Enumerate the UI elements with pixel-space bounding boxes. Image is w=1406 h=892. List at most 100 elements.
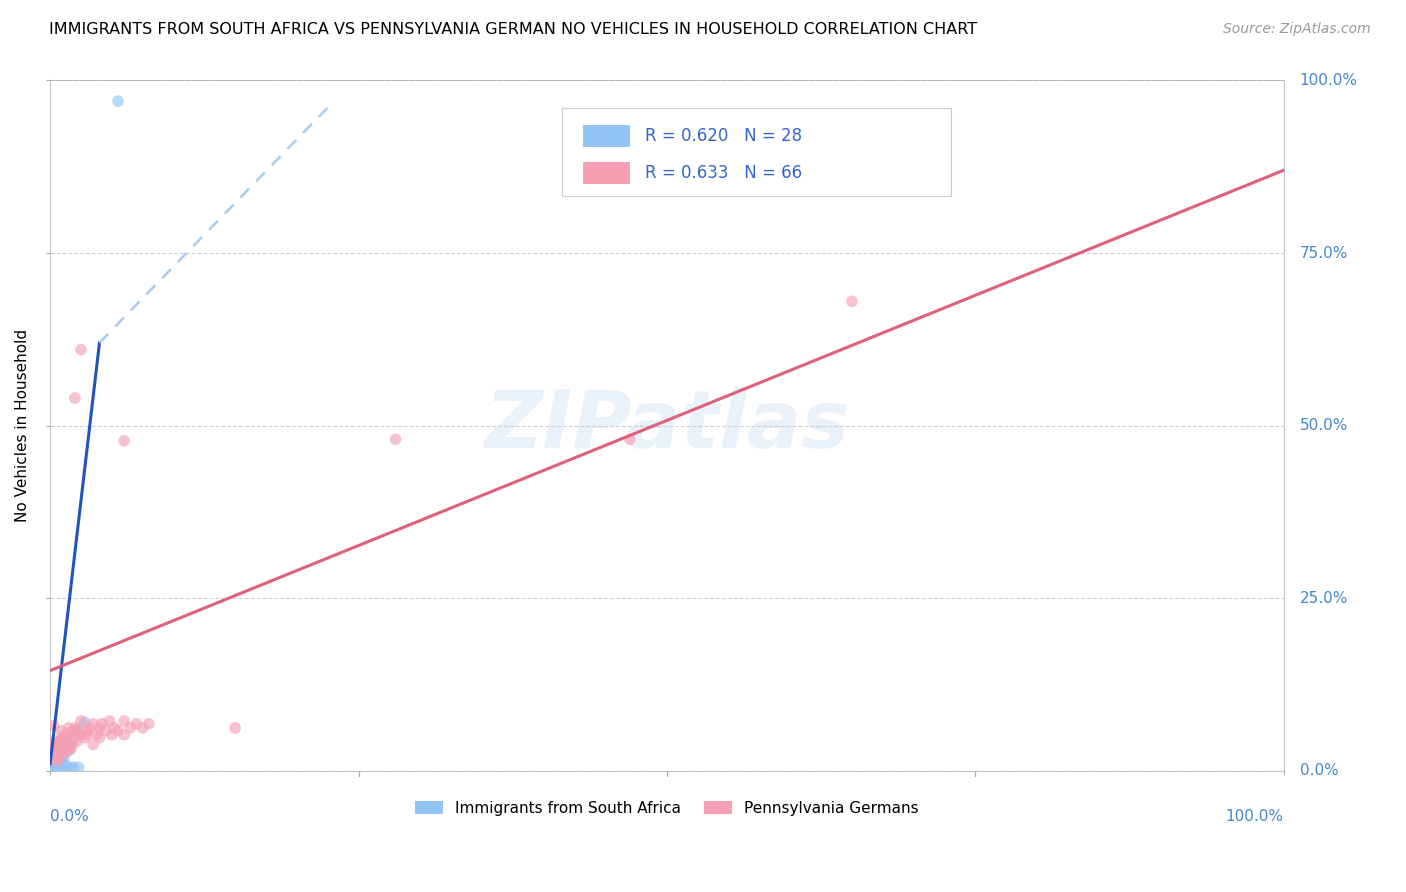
Point bbox=[94, 723, 117, 738]
Point bbox=[55, 741, 77, 756]
Point bbox=[79, 721, 101, 735]
Point bbox=[56, 744, 79, 758]
Point bbox=[70, 714, 93, 728]
Point bbox=[45, 739, 67, 754]
Point bbox=[42, 756, 65, 770]
Point bbox=[45, 760, 67, 774]
Point bbox=[52, 753, 75, 767]
Point bbox=[66, 723, 89, 737]
Point bbox=[52, 748, 75, 763]
Point bbox=[103, 721, 125, 735]
Point bbox=[89, 721, 111, 735]
Y-axis label: No Vehicles in Household: No Vehicles in Household bbox=[15, 329, 30, 522]
Bar bbox=[583, 162, 630, 184]
Text: R = 0.620   N = 28: R = 0.620 N = 28 bbox=[645, 128, 801, 145]
Point bbox=[98, 714, 121, 728]
Point bbox=[82, 738, 104, 752]
Text: 25.0%: 25.0% bbox=[1299, 591, 1348, 606]
Point bbox=[44, 759, 66, 773]
Point bbox=[46, 760, 69, 774]
Point bbox=[46, 758, 69, 772]
Text: 100.0%: 100.0% bbox=[1299, 73, 1358, 88]
Point bbox=[60, 731, 83, 745]
Point bbox=[76, 723, 98, 738]
Point bbox=[112, 434, 135, 448]
Point bbox=[48, 743, 70, 757]
Point bbox=[63, 391, 86, 405]
Point bbox=[59, 760, 82, 774]
Point bbox=[44, 747, 66, 761]
Point bbox=[138, 716, 160, 731]
Point bbox=[63, 721, 86, 735]
Point bbox=[51, 731, 73, 745]
Point bbox=[42, 760, 65, 774]
Point bbox=[46, 747, 69, 761]
Point bbox=[51, 731, 73, 745]
Point bbox=[53, 728, 76, 742]
Text: IMMIGRANTS FROM SOUTH AFRICA VS PENNSYLVANIA GERMAN NO VEHICLES IN HOUSEHOLD COR: IMMIGRANTS FROM SOUTH AFRICA VS PENNSYLV… bbox=[49, 22, 977, 37]
Point bbox=[51, 744, 73, 758]
Point bbox=[131, 721, 153, 735]
Point bbox=[70, 343, 93, 357]
Point bbox=[66, 723, 89, 738]
Point bbox=[42, 762, 65, 776]
Point bbox=[101, 728, 124, 742]
Point bbox=[82, 716, 104, 731]
Point bbox=[384, 433, 406, 447]
Point bbox=[52, 738, 75, 752]
Point bbox=[51, 723, 73, 738]
Point bbox=[112, 728, 135, 742]
Point bbox=[55, 734, 77, 748]
Point bbox=[107, 94, 129, 108]
Point bbox=[70, 728, 93, 742]
Point bbox=[58, 721, 80, 735]
Point bbox=[59, 743, 82, 757]
Point bbox=[48, 756, 70, 770]
Point bbox=[56, 738, 79, 752]
Point bbox=[42, 719, 65, 733]
Point bbox=[73, 715, 96, 730]
Point bbox=[73, 731, 96, 745]
Point bbox=[41, 762, 63, 776]
Point bbox=[45, 760, 67, 774]
Point bbox=[51, 738, 73, 752]
Point bbox=[41, 756, 63, 771]
Point bbox=[49, 741, 72, 756]
Point bbox=[41, 760, 63, 774]
Point bbox=[55, 740, 77, 755]
Point bbox=[46, 750, 69, 764]
Text: 75.0%: 75.0% bbox=[1299, 245, 1348, 260]
Text: 50.0%: 50.0% bbox=[1299, 418, 1348, 434]
Point bbox=[56, 760, 79, 774]
Bar bbox=[583, 126, 630, 147]
Text: Source: ZipAtlas.com: Source: ZipAtlas.com bbox=[1223, 22, 1371, 37]
Point bbox=[841, 294, 863, 309]
Point bbox=[107, 723, 129, 738]
Point bbox=[125, 716, 148, 731]
Point bbox=[89, 731, 111, 745]
Point bbox=[224, 721, 246, 735]
Point bbox=[91, 716, 114, 731]
Point bbox=[59, 734, 82, 748]
Point bbox=[60, 738, 83, 752]
Point bbox=[41, 762, 63, 776]
Text: 0.0%: 0.0% bbox=[51, 809, 89, 823]
Point bbox=[48, 751, 70, 765]
Point bbox=[58, 740, 80, 755]
FancyBboxPatch shape bbox=[562, 108, 950, 196]
Point bbox=[63, 731, 86, 745]
Point bbox=[51, 747, 73, 761]
Point bbox=[619, 433, 641, 447]
Point bbox=[86, 728, 108, 742]
Point bbox=[62, 760, 84, 774]
Point bbox=[76, 728, 98, 742]
Point bbox=[60, 740, 83, 755]
Point bbox=[45, 750, 67, 764]
Point bbox=[112, 714, 135, 728]
Text: R = 0.633   N = 66: R = 0.633 N = 66 bbox=[645, 164, 801, 182]
Point bbox=[44, 760, 66, 774]
Point bbox=[48, 738, 70, 752]
Point bbox=[60, 724, 83, 739]
Point bbox=[44, 743, 66, 757]
Point bbox=[58, 731, 80, 745]
